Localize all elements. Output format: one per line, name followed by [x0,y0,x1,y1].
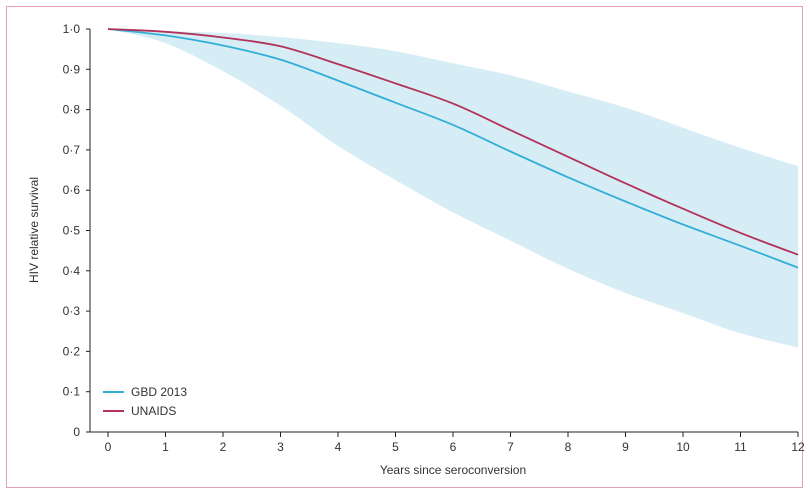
series-lines-layer [107,28,799,269]
x-tick-label: 8 [565,440,572,454]
y-tick-label: 1·0 [63,22,81,36]
legend: GBD 2013 UNAIDS [103,385,187,418]
x-tick-label: 0 [105,440,112,454]
x-tick-label: 4 [335,440,342,454]
figure-frame [6,6,803,488]
y-tick-label: 0·6 [63,183,81,197]
x-tick-label: 6 [450,440,457,454]
uncertainty-band-gbd-2013 [108,29,798,348]
y-tick-label: 0·5 [63,224,81,238]
y-tick-label: 0 [73,425,80,439]
series-line-gbd-2013 [107,28,799,269]
legend-label-unaids: UNAIDS [131,404,176,418]
x-tick-label: 7 [507,440,514,454]
y-tick-label: 0·2 [63,344,81,358]
y-tick-label: 0·9 [63,62,81,76]
x-tick-label: 1 [162,440,169,454]
y-tick-label: 0·8 [63,103,81,117]
series-line-unaids [107,28,799,256]
legend-label-gbd-2013: GBD 2013 [131,385,187,399]
x-tick-label: 2 [220,440,227,454]
x-axis-title: Years since seroconversion [380,463,526,477]
y-tick-label: 0·1 [63,385,81,399]
x-tick-label: 12 [791,440,805,454]
x-tick-label: 11 [734,440,747,454]
x-tick-label: 9 [622,440,629,454]
y-tick-label: 0·7 [63,143,81,157]
y-tick-label: 0·4 [63,264,81,278]
y-axis-title: HIV relative survival [27,177,41,283]
x-tick-label: 10 [676,440,690,454]
y-tick-label: 0·3 [63,304,81,318]
x-tick-label: 5 [392,440,399,454]
x-tick-label: 3 [277,440,284,454]
ticks-layer: 00·10·20·30·40·50·60·70·80·91·00 1 2 3 4 5 6 7 8… [63,22,805,454]
uncertainty-band-layer [108,29,798,348]
